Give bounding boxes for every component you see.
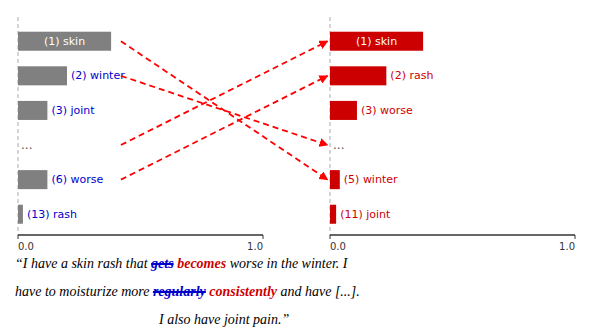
caption-line: have to moisturize more regularly consis…: [15, 283, 360, 301]
bar-label: (5) winter: [344, 173, 398, 186]
caption-part: and have [...].: [277, 284, 360, 299]
caption-line: I also have joint pain.”: [159, 311, 289, 329]
bars: [330, 32, 423, 224]
connection-arrow: [121, 76, 328, 180]
bar: [18, 66, 67, 85]
caption-line: “I have a skin rash that gets becomes wo…: [15, 255, 348, 273]
x-tick-label: 1.0: [247, 241, 263, 252]
caption-part: have to moisturize more: [15, 284, 153, 299]
bar: [18, 170, 47, 189]
caption-part: worse in the winter. I: [226, 256, 347, 271]
x-tick-label: 1.0: [559, 241, 575, 252]
x-axis: [330, 234, 575, 236]
bar-label: (11) joint: [340, 208, 391, 221]
connection-arrow: [121, 41, 328, 179]
x-tick: [18, 235, 19, 239]
x-axis: [18, 234, 263, 236]
caption-part: I also have joint pain.”: [159, 312, 289, 327]
bar-label: (2) rash: [390, 69, 433, 82]
bar: [18, 205, 23, 224]
caption-part: [206, 284, 210, 299]
bar: [18, 101, 47, 120]
bar: [330, 32, 423, 51]
bars: [18, 32, 111, 224]
x-tick: [330, 235, 331, 239]
connections: [121, 41, 328, 179]
bar-label: (3) joint: [51, 104, 95, 117]
x-tick-label: 0.0: [330, 241, 346, 252]
bar-label: ...: [21, 138, 32, 152]
x-tick: [263, 235, 264, 239]
panel: (1) skin (2) rash (3) worse... (5) winter (1…: [330, 17, 575, 252]
bar-label: (2) winter: [71, 69, 125, 82]
bar-label: ...: [333, 138, 344, 152]
x-tick: [575, 235, 576, 239]
bar-label: (6) worse: [51, 173, 103, 186]
bar-label: (13) rash: [27, 208, 77, 221]
caption-part: consistently: [209, 284, 277, 299]
caption-part: becomes: [177, 256, 226, 271]
bar: [330, 170, 340, 189]
caption-part: regularly: [153, 284, 206, 299]
caption-part: [174, 256, 178, 271]
bar: [330, 101, 357, 120]
bar: [18, 32, 111, 51]
bar-label: (3) worse: [361, 104, 413, 117]
connection-arrow: [121, 41, 328, 145]
bar: [330, 205, 336, 224]
caption-part: “I have a skin rash that: [15, 256, 151, 271]
caption-part: gets: [151, 256, 174, 271]
bar-label: (1) skin: [356, 35, 397, 48]
x-tick-label: 0.0: [18, 241, 34, 252]
bar: [330, 66, 386, 85]
figure: (1) skin (2) winter (3) joint... (6) worse (…: [0, 0, 612, 336]
bar-label: (1) skin: [44, 35, 85, 48]
